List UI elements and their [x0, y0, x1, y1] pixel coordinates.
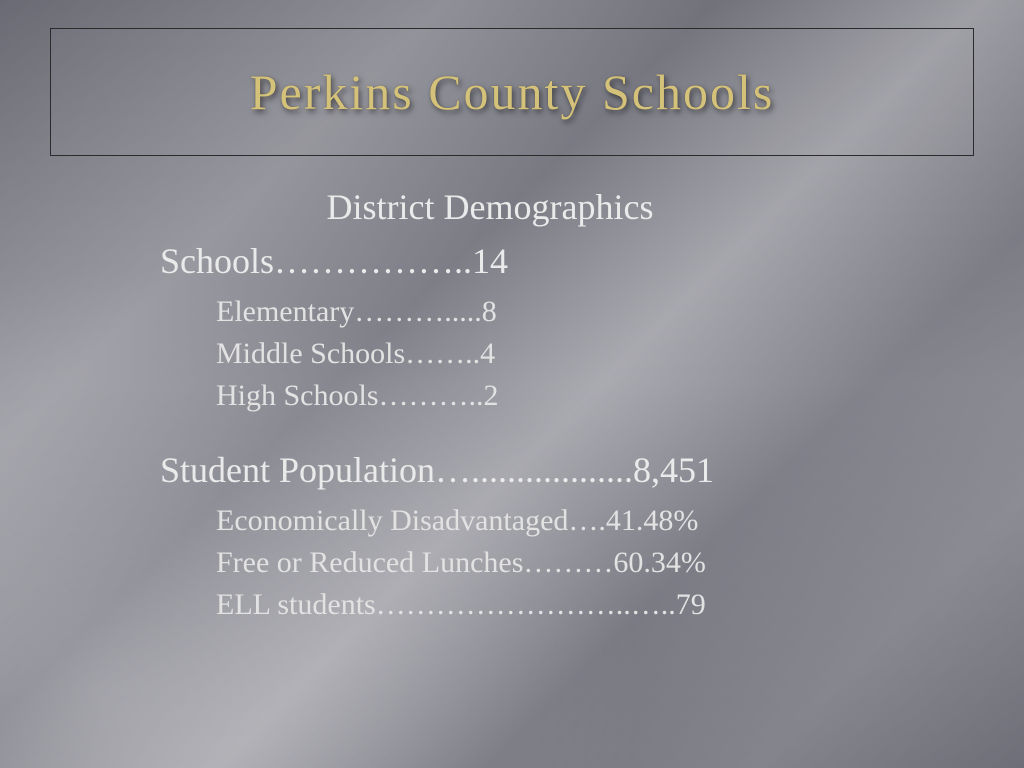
free-reduced-lunch-line: Free or Reduced Lunches………60.34% [216, 542, 920, 584]
schools-total-line: Schools……………..14 [160, 238, 920, 285]
slide-title: Perkins County Schools [250, 63, 775, 121]
content-area: District Demographics Schools……………..14 E… [160, 186, 920, 626]
student-population-line: Student Population…..................8,4… [160, 447, 920, 494]
spacer [160, 417, 920, 447]
high-schools-line: High Schools………..2 [216, 375, 920, 417]
subtitle: District Demographics [230, 186, 750, 228]
title-box: Perkins County Schools [50, 28, 974, 156]
econ-disadvantaged-line: Economically Disadvantaged….41.48% [216, 500, 920, 542]
elementary-line: Elementary……….....8 [216, 291, 920, 333]
ell-students-line: ELL students……………………..…..79 [216, 584, 920, 626]
middle-schools-line: Middle Schools……..4 [216, 333, 920, 375]
